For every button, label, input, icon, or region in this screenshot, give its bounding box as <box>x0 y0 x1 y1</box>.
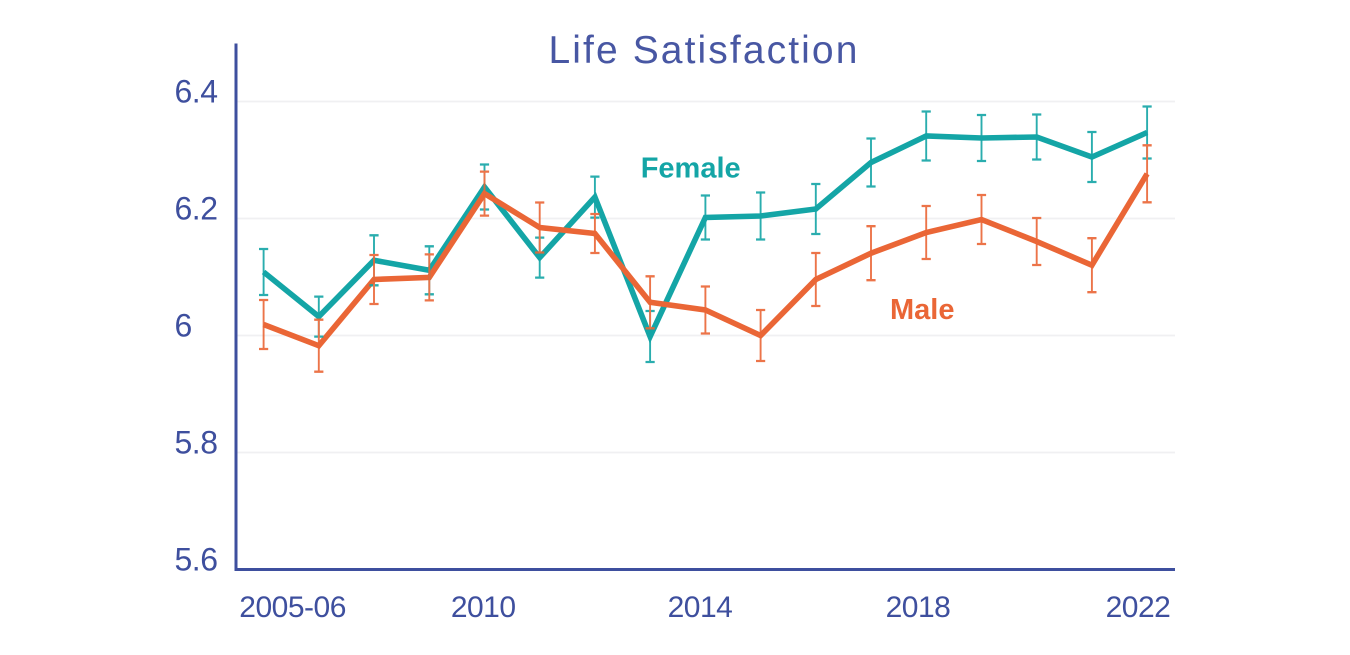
svg-text:2005-06: 2005-06 <box>239 591 346 624</box>
svg-text:6: 6 <box>175 308 192 344</box>
svg-text:5.8: 5.8 <box>175 425 218 461</box>
svg-text:2022: 2022 <box>1106 591 1171 624</box>
svg-text:Life Satisfaction: Life Satisfaction <box>548 29 859 72</box>
svg-text:6.2: 6.2 <box>175 191 218 227</box>
svg-text:2010: 2010 <box>451 591 516 624</box>
svg-text:2014: 2014 <box>668 591 733 624</box>
svg-text:Male: Male <box>890 294 954 326</box>
svg-text:2018: 2018 <box>886 591 951 624</box>
svg-text:Female: Female <box>641 153 741 185</box>
svg-text:6.4: 6.4 <box>175 74 218 110</box>
svg-text:5.6: 5.6 <box>175 542 218 578</box>
